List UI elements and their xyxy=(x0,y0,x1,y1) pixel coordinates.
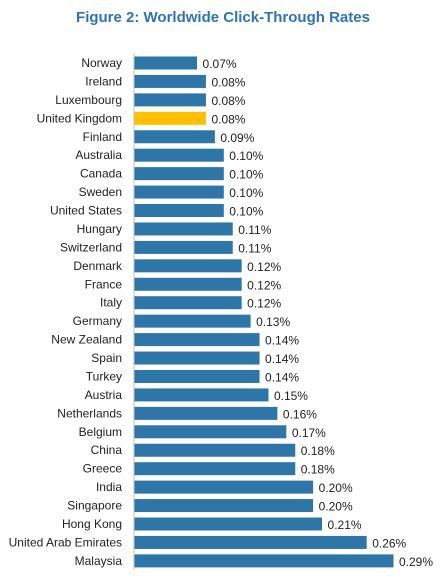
category-label-canada: Canada xyxy=(80,167,122,181)
category-label-norway: Norway xyxy=(81,56,122,70)
value-label-singapore: 0.20% xyxy=(319,500,353,514)
value-label-india: 0.20% xyxy=(319,481,353,495)
value-label-switzerland: 0.11% xyxy=(238,241,271,255)
bar-hong-kong xyxy=(134,517,323,531)
category-label-netherlands: Netherlands xyxy=(57,406,122,420)
value-label-belgium: 0.17% xyxy=(292,426,326,440)
bar-turkey xyxy=(134,369,260,383)
bar-switzerland xyxy=(134,240,233,254)
bar-united-arab-emirates xyxy=(134,535,367,549)
category-label-sweden: Sweden xyxy=(79,185,122,199)
category-label-france: France xyxy=(85,277,123,291)
category-label-italy: Italy xyxy=(100,296,122,310)
category-label-new-zealand: New Zealand xyxy=(51,333,122,347)
value-label-turkey: 0.14% xyxy=(265,370,299,384)
category-label-denmark: Denmark xyxy=(73,259,123,273)
value-label-netherlands: 0.16% xyxy=(283,407,317,421)
bar-france xyxy=(134,277,242,291)
value-label-austria: 0.15% xyxy=(274,389,308,403)
category-label-austria: Austria xyxy=(85,388,123,402)
category-label-germany: Germany xyxy=(73,314,122,328)
value-label-united-arab-emirates: 0.26% xyxy=(372,536,406,550)
bar-greece xyxy=(134,462,296,476)
category-label-spain: Spain xyxy=(91,351,122,365)
value-label-united-kingdom: 0.08% xyxy=(211,112,245,126)
bar-malaysia xyxy=(134,554,394,568)
bar-norway xyxy=(134,56,198,70)
category-label-luxembourg: Luxembourg xyxy=(55,93,122,107)
value-label-new-zealand: 0.14% xyxy=(265,334,299,348)
category-label-finland: Finland xyxy=(83,130,122,144)
value-label-hungary: 0.11% xyxy=(238,223,271,237)
bar-china xyxy=(134,443,296,457)
category-label-united-kingdom: United Kingdom xyxy=(37,111,122,125)
value-label-spain: 0.14% xyxy=(265,352,299,366)
bar-luxembourg xyxy=(134,93,206,107)
category-label-australia: Australia xyxy=(75,148,122,162)
value-label-hong-kong: 0.21% xyxy=(328,518,362,532)
bar-ireland xyxy=(134,74,206,88)
value-label-luxembourg: 0.08% xyxy=(211,94,245,108)
value-label-sweden: 0.10% xyxy=(229,186,263,200)
category-label-united-arab-emirates: United Arab Emirates xyxy=(9,535,122,549)
value-label-united-states: 0.10% xyxy=(229,205,263,219)
bar-hungary xyxy=(134,222,233,236)
value-label-canada: 0.10% xyxy=(229,168,263,182)
value-label-norway: 0.07% xyxy=(203,57,237,71)
bar-india xyxy=(134,480,314,494)
value-label-australia: 0.10% xyxy=(229,149,263,163)
category-label-singapore: Singapore xyxy=(67,499,122,513)
value-label-italy: 0.12% xyxy=(247,297,281,311)
category-label-hungary: Hungary xyxy=(77,222,122,236)
bar-united-states xyxy=(134,204,224,218)
category-label-belgium: Belgium xyxy=(79,425,122,439)
chart-title: Figure 2: Worldwide Click-Through Rates xyxy=(76,9,370,26)
labels-layer: Norway 0.07% Ireland 0.08% Luxembourg 0.08% Un… xyxy=(9,56,434,569)
value-label-ireland: 0.08% xyxy=(211,75,245,89)
category-label-ireland: Ireland xyxy=(85,74,122,88)
bars-layer xyxy=(134,56,394,568)
bar-sweden xyxy=(134,185,224,199)
bar-finland xyxy=(134,130,215,144)
value-label-france: 0.12% xyxy=(247,278,281,292)
bar-singapore xyxy=(134,499,314,513)
bar-spain xyxy=(134,351,260,365)
category-label-greece: Greece xyxy=(83,462,123,476)
category-label-china: China xyxy=(91,443,123,457)
bar-denmark xyxy=(134,259,242,273)
bar-australia xyxy=(134,148,224,162)
category-label-united-states: United States xyxy=(50,204,122,218)
bar-italy xyxy=(134,296,242,310)
bar-canada xyxy=(134,167,224,181)
category-label-turkey: Turkey xyxy=(86,369,122,383)
bar-belgium xyxy=(134,425,287,439)
category-label-hong-kong: Hong Kong xyxy=(62,517,122,531)
value-label-finland: 0.09% xyxy=(220,131,254,145)
category-label-switzerland: Switzerland xyxy=(60,240,122,254)
category-label-malaysia: Malaysia xyxy=(75,554,123,568)
value-label-greece: 0.18% xyxy=(301,463,335,477)
value-label-germany: 0.13% xyxy=(256,315,290,329)
value-label-malaysia: 0.29% xyxy=(399,555,433,569)
bar-new-zealand xyxy=(134,333,260,347)
bar-netherlands xyxy=(134,406,278,420)
bar-united-kingdom xyxy=(134,111,206,125)
category-label-india: India xyxy=(96,480,122,494)
bar-germany xyxy=(134,314,251,328)
value-label-denmark: 0.12% xyxy=(247,260,281,274)
value-label-china: 0.18% xyxy=(301,444,335,458)
bar-austria xyxy=(134,388,269,402)
